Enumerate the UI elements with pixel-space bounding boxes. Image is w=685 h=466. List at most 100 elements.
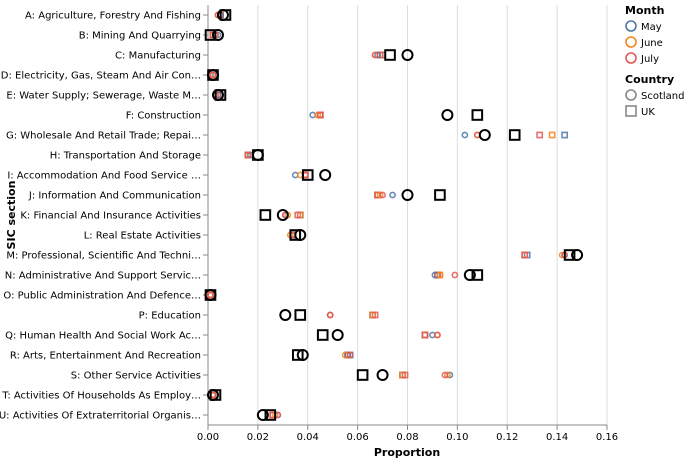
- scotland-july-point: [451, 271, 459, 279]
- scotland-may-point: [344, 351, 352, 359]
- scotland-july-point: [379, 191, 386, 199]
- scotland-july-point: [207, 291, 214, 299]
- legend-uk-label: UK: [641, 107, 655, 118]
- scotland-annual-point: [401, 49, 414, 61]
- scotland-annual-point: [276, 209, 289, 221]
- legend-country-title: Country: [625, 73, 674, 86]
- uk-annual-point: [384, 49, 396, 61]
- scotland-june-point: [436, 271, 444, 279]
- uk-annual-point: [294, 309, 307, 321]
- y-tick-label: L: Real Estate Activities: [84, 231, 201, 242]
- scotland-annual-point: [401, 189, 414, 201]
- scotland-annual-point: [463, 269, 476, 281]
- scotland-july-point: [346, 351, 354, 359]
- y-axis: A: Agriculture, Forestry And Fishing B: M…: [0, 5, 209, 425]
- x-tick-label: 0.14: [546, 432, 568, 443]
- scotland-annual-point: [204, 289, 217, 301]
- scotland-annual-point: [206, 389, 219, 401]
- scotland-annual-point: [256, 409, 269, 421]
- scotland-july-point: [244, 151, 252, 159]
- scotland-july-point: [441, 371, 449, 379]
- scotland-annual-point: [331, 329, 344, 341]
- y-tick-label: K: Financial And Insurance Activities: [20, 211, 201, 222]
- uk-annual-point: [471, 269, 484, 281]
- uk-annual-point: [563, 249, 576, 261]
- uk-annual-point: [508, 129, 521, 141]
- legend-july-swatch: [625, 52, 637, 64]
- uk-july-point: [536, 131, 544, 139]
- y-tick-label: C: Manufacturing: [115, 51, 201, 62]
- y-tick-label: N: Administrative And Support Servic…: [5, 271, 201, 282]
- x-tick-label: 0.08: [396, 432, 418, 443]
- scotland-annual-point: [441, 109, 454, 121]
- y-tick-label: T: Activities Of Households As Employ…: [1, 391, 201, 402]
- uk-annual-point: [204, 29, 217, 41]
- y-tick-label: M: Professional, Scientific And Techni…: [6, 251, 201, 262]
- scotland-july-point: [434, 331, 441, 339]
- scotland-annual-point: [319, 169, 332, 181]
- scotland-july-point: [209, 71, 217, 79]
- uk-july-point: [521, 251, 529, 259]
- uk-annual-point: [291, 349, 304, 361]
- scotland-annual-point: [294, 229, 307, 241]
- legend-june-swatch: [625, 36, 637, 48]
- uk-annual-point: [471, 109, 484, 121]
- y-tick-label: I: Accommodation And Food Service …: [7, 171, 201, 182]
- uk-july-point: [294, 211, 302, 219]
- uk-annual-point: [301, 169, 314, 181]
- y-tick-label: P: Education: [139, 311, 201, 322]
- x-tick-label: 0.10: [446, 432, 468, 443]
- x-tick-label: 0.12: [496, 432, 518, 443]
- y-tick-label: G: Wholesale And Retail Trade; Repai…: [6, 131, 201, 142]
- uk-july-point: [421, 331, 429, 339]
- uk-annual-point: [289, 229, 302, 241]
- scotland-annual-point: [216, 9, 229, 21]
- legend-scotland-label: Scotland: [641, 91, 684, 102]
- data-marks: [204, 9, 584, 421]
- legend-may-label: May: [641, 22, 662, 33]
- legend-may-swatch: [625, 20, 637, 32]
- x-tick-label: 0.16: [596, 432, 618, 443]
- uk-june-point: [548, 131, 556, 139]
- scotland-annual-point: [211, 29, 224, 41]
- y-tick-label: B: Mining And Quarrying: [79, 31, 201, 42]
- scotland-annual-point: [376, 369, 389, 381]
- scotland-annual-point: [296, 349, 309, 361]
- y-tick-label: H: Transportation And Storage: [50, 151, 201, 162]
- scotland-july-point: [316, 111, 324, 119]
- scotland-july-point: [371, 51, 379, 59]
- y-tick-label: Q: Human Health And Social Work Ac…: [5, 331, 201, 342]
- uk-july-point: [434, 271, 441, 279]
- y-tick-label: E: Water Supply; Sewerage, Waste M…: [6, 91, 201, 102]
- y-tick-label: U: Activities Of Extraterritorial Organi…: [0, 411, 201, 422]
- uk-may-point: [561, 131, 569, 139]
- scotland-annual-point: [279, 309, 292, 321]
- x-tick-label: 0.06: [346, 432, 368, 443]
- x-axis-title: Proportion: [374, 446, 440, 459]
- scotland-july-point: [326, 311, 334, 319]
- legend-scotland-swatch: [625, 89, 637, 101]
- scotland-annual-point: [571, 249, 584, 261]
- scotland-may-point: [461, 131, 469, 139]
- y-tick-label: D: Electricity, Gas, Steam And Air Con…: [1, 71, 201, 82]
- scotland-june-point: [314, 111, 322, 119]
- scotland-annual-point: [211, 89, 224, 101]
- uk-annual-point: [259, 209, 272, 221]
- y-tick-label: A: Agriculture, Forestry And Fishing: [25, 11, 201, 22]
- y-axis-title: SIC section: [5, 181, 18, 250]
- uk-july-point: [401, 371, 409, 379]
- y-tick-label: O: Public Administration And Defence…: [3, 291, 201, 302]
- scotland-annual-point: [251, 149, 264, 161]
- scotland-may-point: [389, 191, 396, 199]
- scotland-june-point: [443, 371, 451, 379]
- legend-uk-swatch: [625, 105, 637, 117]
- y-tick-label: F: Construction: [126, 111, 201, 122]
- scotland-june-point: [376, 191, 384, 199]
- x-tick-label: 0.02: [247, 432, 269, 443]
- uk-july-point: [371, 311, 379, 319]
- x-tick-label: 0.00: [197, 432, 219, 443]
- uk-annual-point: [316, 329, 329, 341]
- y-tick-label: S: Other Service Activities: [71, 371, 201, 382]
- uk-annual-point: [264, 409, 277, 421]
